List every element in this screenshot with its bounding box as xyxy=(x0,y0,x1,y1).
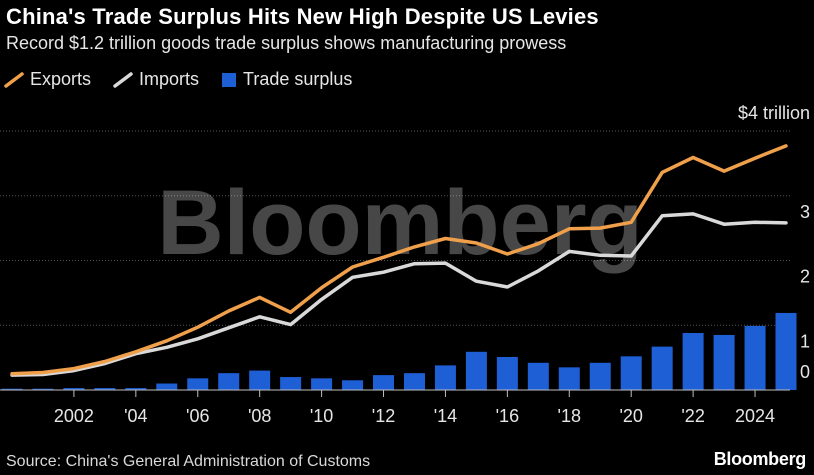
bloomberg-logo: Bloomberg xyxy=(713,449,807,469)
x-tick-label: '14 xyxy=(434,406,457,426)
surplus-bar xyxy=(280,377,302,390)
surplus-bar xyxy=(682,333,704,390)
surplus-bar xyxy=(496,356,518,390)
surplus-bar xyxy=(63,388,85,390)
x-tick-label: '08 xyxy=(248,406,271,426)
y-tick-label: 0 xyxy=(800,362,810,382)
surplus-bar xyxy=(465,351,487,390)
series-lines xyxy=(10,144,788,377)
chart-subtitle: Record $1.2 trillion goods trade surplus… xyxy=(6,33,567,53)
legend: Exports Imports Trade surplus xyxy=(4,69,374,90)
x-tick-label: '16 xyxy=(496,406,519,426)
surplus-bar xyxy=(527,362,549,390)
x-tick-label: '10 xyxy=(310,406,333,426)
chart-title: China's Trade Surplus Hits New High Desp… xyxy=(6,4,599,29)
x-tick-label: '06 xyxy=(186,406,209,426)
imports-line-icon xyxy=(113,71,133,88)
surplus-bar xyxy=(249,370,271,390)
surplus-bar xyxy=(403,373,425,390)
surplus-bar xyxy=(558,367,580,390)
surplus-bar xyxy=(373,375,395,390)
legend-item-exports: Exports xyxy=(4,69,91,90)
surplus-bar xyxy=(125,388,147,390)
y-axis-labels: $4 trillion 3 2 1 0 xyxy=(738,103,810,382)
y-tick-label: 3 xyxy=(800,202,810,222)
legend-item-surplus: Trade surplus xyxy=(221,69,352,90)
surplus-bar xyxy=(32,388,54,390)
legend-item-imports: Imports xyxy=(113,69,199,90)
surplus-bar xyxy=(434,365,456,390)
x-tick-label: '12 xyxy=(372,406,395,426)
surplus-bar xyxy=(156,383,178,390)
surplus-bars xyxy=(1,312,797,390)
surplus-square-icon xyxy=(222,72,237,87)
x-tick-label: 2002 xyxy=(54,406,94,426)
exports-line xyxy=(10,144,788,376)
x-tick-label: '18 xyxy=(558,406,581,426)
exports-line-icon xyxy=(4,71,24,88)
surplus-bar xyxy=(744,325,766,390)
surplus-bar xyxy=(775,312,797,390)
legend-label-imports: Imports xyxy=(139,69,200,89)
y-tick-label: 2 xyxy=(800,267,810,287)
surplus-bar xyxy=(1,388,23,390)
x-tick-label: '20 xyxy=(619,406,642,426)
y-tick-label: 1 xyxy=(800,331,810,351)
surplus-bar xyxy=(94,388,116,390)
legend-label-exports: Exports xyxy=(30,69,92,89)
x-tick-label: '04 xyxy=(124,406,147,426)
surplus-bar xyxy=(713,334,735,390)
surplus-bar xyxy=(651,346,673,390)
y-tick-label: $4 trillion xyxy=(738,103,810,123)
source-note: Source: China's General Administration o… xyxy=(6,453,371,470)
bloomberg-watermark: Bloomberg xyxy=(157,172,643,274)
surplus-bar xyxy=(311,378,333,390)
x-axis: 2002 '04 '06 '08 '10 '12 '14 '16 '18 '20 '22 2024 xyxy=(0,389,790,426)
legend-label-surplus: Trade surplus xyxy=(243,69,353,89)
x-tick-label: 2024 xyxy=(735,406,775,426)
surplus-bar xyxy=(620,356,642,390)
imports-line xyxy=(10,212,788,377)
x-tick-label: '22 xyxy=(681,406,704,426)
surplus-bar xyxy=(187,378,209,390)
surplus-bar xyxy=(589,362,611,390)
surplus-bar xyxy=(218,373,240,390)
surplus-bar xyxy=(342,380,364,390)
